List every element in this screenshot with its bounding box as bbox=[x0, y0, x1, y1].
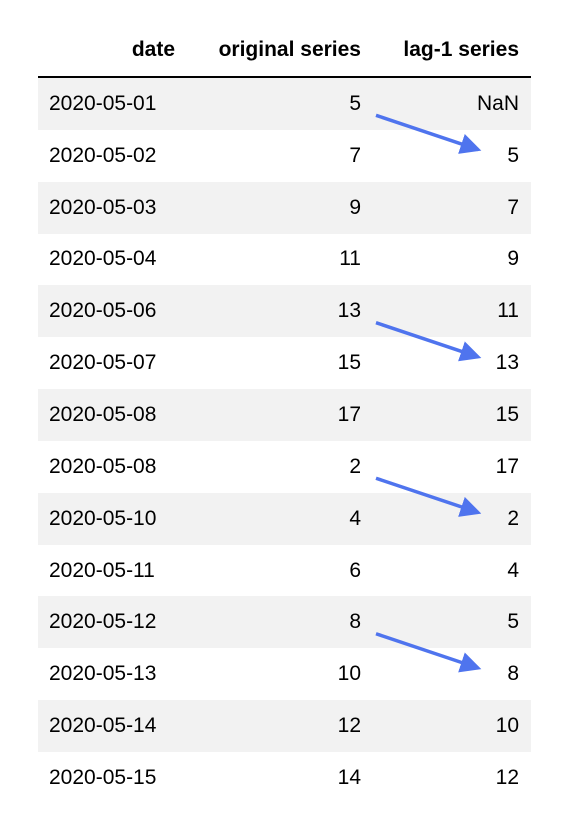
table-row: 2020-05-07 15 13 bbox=[38, 337, 531, 389]
original-value-cell: 12 bbox=[337, 714, 361, 738]
table-body: 2020-05-01 5 NaN 2020-05-02 7 5 2020-05-… bbox=[38, 78, 531, 804]
table-row: 2020-05-03 9 7 bbox=[38, 181, 531, 234]
date-cell: 2020-05-08 bbox=[49, 454, 157, 478]
date-cell: 2020-05-11 bbox=[49, 558, 155, 582]
original-value-cell: 15 bbox=[337, 351, 361, 375]
original-value-cell: 14 bbox=[337, 765, 361, 789]
lag-value-cell: 13 bbox=[495, 351, 519, 375]
table-header: date original series lag-1 series bbox=[38, 28, 531, 78]
lag-table: date original series lag-1 series 2020-0… bbox=[38, 28, 531, 804]
original-value-cell: 5 bbox=[349, 91, 361, 115]
lag-value-cell: 5 bbox=[507, 143, 519, 167]
column-header-original-series: original series bbox=[218, 38, 361, 61]
table-row: 2020-05-08 17 15 bbox=[38, 389, 531, 441]
lag-value-cell: 2 bbox=[507, 506, 519, 530]
lag-value-cell: 12 bbox=[495, 765, 519, 789]
original-value-cell: 11 bbox=[339, 247, 361, 271]
lag-value-cell: NaN bbox=[476, 91, 519, 115]
lag-value-cell: 11 bbox=[497, 299, 519, 323]
lag-value-cell: 9 bbox=[507, 247, 519, 271]
original-value-cell: 4 bbox=[349, 506, 361, 530]
table-row: 2020-05-04 11 9 bbox=[38, 234, 531, 286]
lag-value-cell: 8 bbox=[507, 662, 519, 686]
table-row: 2020-05-14 12 10 bbox=[38, 700, 531, 752]
original-value-cell: 10 bbox=[337, 662, 361, 686]
original-value-cell: 9 bbox=[349, 195, 361, 219]
lag-value-cell: 5 bbox=[507, 610, 519, 634]
date-cell: 2020-05-03 bbox=[49, 195, 157, 219]
date-cell: 2020-05-14 bbox=[49, 714, 157, 738]
table-row: 2020-05-13 10 8 bbox=[38, 648, 531, 700]
date-cell: 2020-05-01 bbox=[49, 91, 157, 115]
table-row: 2020-05-10 4 2 bbox=[38, 492, 531, 545]
date-cell: 2020-05-10 bbox=[49, 506, 157, 530]
original-value-cell: 17 bbox=[337, 402, 361, 426]
lag-value-cell: 7 bbox=[507, 195, 519, 219]
original-value-cell: 8 bbox=[349, 610, 361, 634]
date-cell: 2020-05-06 bbox=[49, 299, 157, 323]
date-cell: 2020-05-07 bbox=[49, 351, 157, 375]
original-value-cell: 7 bbox=[349, 143, 361, 167]
lag-value-cell: 4 bbox=[507, 558, 519, 582]
column-header-lag-1-series: lag-1 series bbox=[403, 38, 519, 61]
table-row: 2020-05-11 6 4 bbox=[38, 545, 531, 597]
table-row: 2020-05-01 5 NaN bbox=[38, 78, 531, 130]
table-row: 2020-05-15 14 12 bbox=[38, 752, 531, 804]
original-value-cell: 6 bbox=[349, 558, 361, 582]
date-cell: 2020-05-15 bbox=[49, 765, 157, 789]
original-value-cell: 13 bbox=[337, 299, 361, 323]
lag-value-cell: 17 bbox=[495, 454, 519, 478]
date-cell: 2020-05-02 bbox=[49, 143, 157, 167]
table-row: 2020-05-02 7 5 bbox=[38, 130, 531, 182]
date-cell: 2020-05-04 bbox=[49, 247, 157, 271]
table-row: 2020-05-06 13 11 bbox=[38, 285, 531, 338]
date-cell: 2020-05-08 bbox=[49, 402, 157, 426]
original-value-cell: 2 bbox=[349, 454, 361, 478]
lag-value-cell: 15 bbox=[495, 402, 519, 426]
lag-value-cell: 10 bbox=[495, 714, 519, 738]
table-row: 2020-05-08 2 17 bbox=[38, 441, 531, 493]
date-cell: 2020-05-12 bbox=[49, 610, 157, 634]
column-header-date: date bbox=[131, 38, 175, 61]
table-row: 2020-05-12 8 5 bbox=[38, 596, 531, 649]
date-cell: 2020-05-13 bbox=[49, 662, 157, 686]
